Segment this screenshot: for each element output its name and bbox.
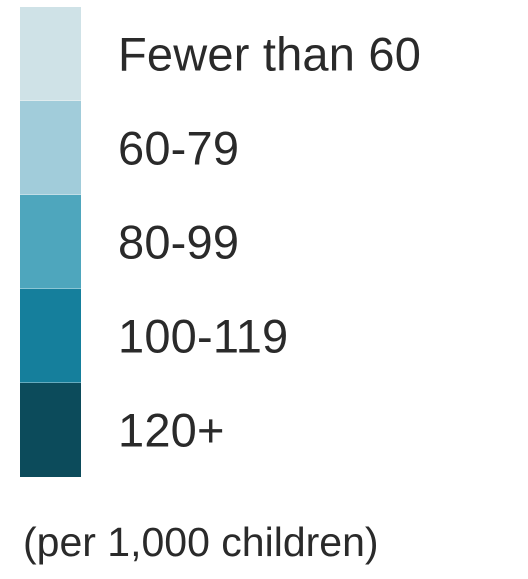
legend-item-100-119: 100-119 xyxy=(20,289,520,383)
units-note: (per 1,000 children) xyxy=(23,519,379,565)
legend-item-60-79: 60-79 xyxy=(20,101,520,195)
legend-swatch xyxy=(20,7,81,101)
legend-item-120-plus: 120+ xyxy=(20,383,520,477)
color-legend: Fewer than 60 60-79 80-99 100-119 120+ xyxy=(20,7,520,477)
legend-swatch xyxy=(20,289,81,383)
legend-label: 80-99 xyxy=(118,215,240,269)
legend-label: 120+ xyxy=(118,403,225,457)
legend-item-80-99: 80-99 xyxy=(20,195,520,289)
legend-label: 100-119 xyxy=(118,309,289,363)
legend-label: Fewer than 60 xyxy=(118,27,422,81)
legend-item-fewer-than-60: Fewer than 60 xyxy=(20,7,520,101)
legend-label: 60-79 xyxy=(118,121,240,175)
legend-swatch xyxy=(20,195,81,289)
legend-swatch xyxy=(20,383,81,477)
legend-swatch xyxy=(20,101,81,195)
